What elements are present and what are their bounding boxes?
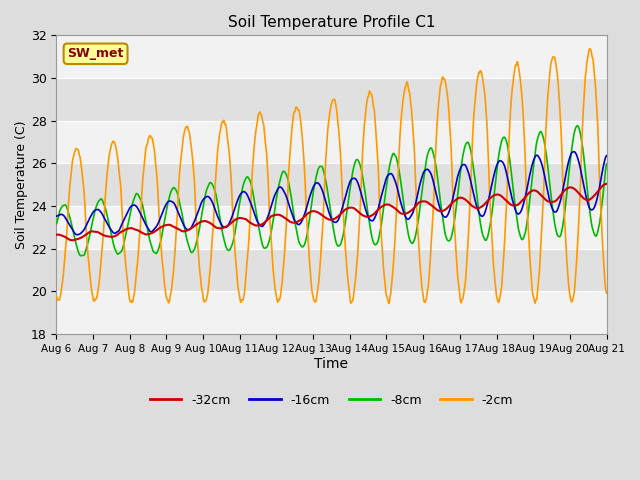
Title: Soil Temperature Profile C1: Soil Temperature Profile C1 — [228, 15, 435, 30]
Bar — [56, 291, 607, 334]
X-axis label: Time: Time — [314, 357, 348, 371]
Bar — [56, 36, 607, 78]
Y-axis label: Soil Temperature (C): Soil Temperature (C) — [15, 120, 28, 249]
Text: SW_met: SW_met — [67, 48, 124, 60]
Legend: -32cm, -16cm, -8cm, -2cm: -32cm, -16cm, -8cm, -2cm — [145, 389, 518, 411]
Bar — [56, 78, 607, 120]
Bar — [56, 163, 607, 206]
Bar — [56, 249, 607, 291]
Bar — [56, 206, 607, 249]
Bar — [56, 120, 607, 163]
